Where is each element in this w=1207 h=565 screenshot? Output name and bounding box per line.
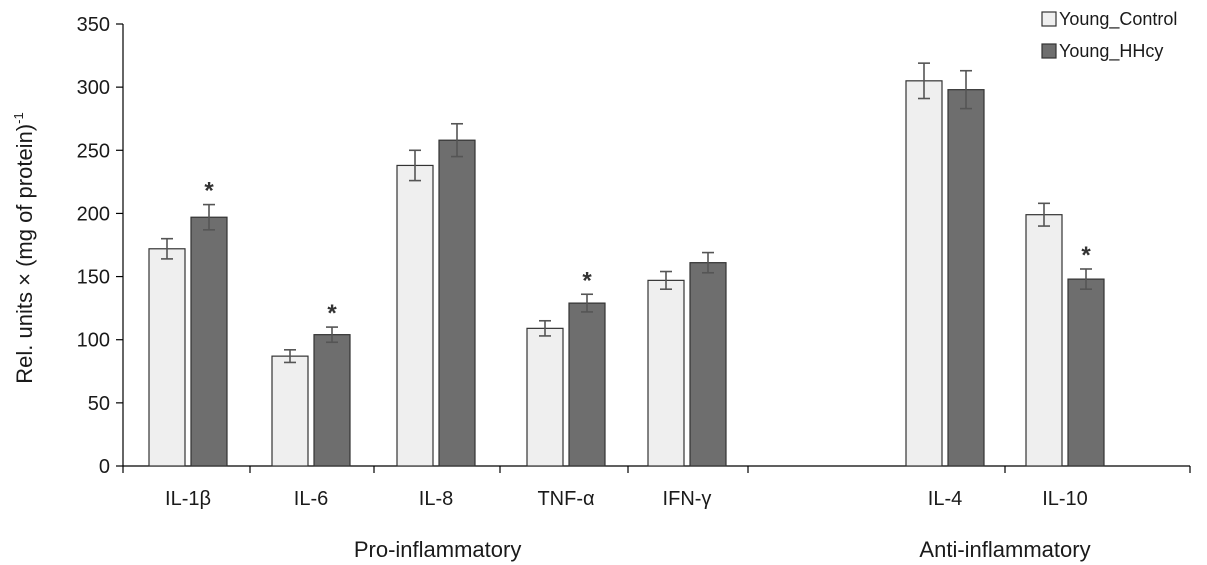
y-tick-label: 100 (77, 330, 110, 352)
bar-young-hhcy (1067, 278, 1105, 467)
y-tick-label: 300 (77, 77, 110, 99)
category-group-label: Pro-inflammatory (354, 537, 521, 562)
bar-young-control (396, 164, 434, 467)
bar-young-control (905, 80, 943, 467)
category-group-label: Anti-inflammatory (919, 537, 1090, 562)
x-tick-label: IL-4 (928, 488, 962, 510)
bar-young-hhcy (568, 302, 606, 467)
legend-label: Young_HHcy (1059, 41, 1163, 62)
x-axis: IL-1β IL-6 IL-8 TNF-α IFN-γ IL-4 IL-10 Pro-infl… (122, 465, 1191, 562)
significance-marker: * (204, 178, 214, 205)
legend-label: Young_Control (1059, 9, 1177, 30)
bar-young-control (526, 327, 564, 467)
x-tick-label: IL-10 (1042, 488, 1088, 510)
x-tick-label: IL-6 (294, 488, 328, 510)
y-tick-label: 200 (77, 203, 110, 225)
significance-marker: * (327, 300, 337, 327)
bar-young-hhcy (438, 139, 476, 467)
bar-young-hhcy (689, 262, 727, 467)
bars: * * * * (148, 62, 1105, 467)
bar-young-control (1025, 214, 1063, 467)
significance-marker: * (582, 267, 592, 294)
y-tick-label: 350 (77, 14, 110, 36)
x-tick-label: IFN-γ (663, 488, 712, 510)
bar-young-hhcy (947, 89, 985, 467)
y-tick-label: 150 (77, 267, 110, 289)
legend-swatch (1041, 11, 1057, 27)
significance-marker: * (1081, 242, 1091, 269)
y-tick-label: 250 (77, 140, 110, 162)
y-axis-label-superscript: -1 (11, 112, 26, 124)
legend-swatch (1041, 43, 1057, 59)
bar-young-control (271, 355, 309, 467)
legend: Young_Control Young_HHcy (1041, 9, 1177, 62)
y-axis-label: Rel. units × (mg of protein)-1 (11, 112, 37, 383)
x-tick-label: IL-8 (419, 488, 453, 510)
y-axis: 0 50 100 150 200 250 300 350 (77, 14, 124, 478)
bar-young-control (647, 279, 685, 467)
x-tick-label: IL-1β (165, 488, 211, 510)
bar-young-hhcy (313, 334, 351, 467)
bar-young-hhcy (190, 216, 228, 467)
bar-young-control (148, 248, 186, 467)
y-tick-label: 0 (99, 456, 110, 478)
y-tick-label: 50 (88, 393, 110, 415)
x-tick-label: TNF-α (537, 488, 594, 510)
